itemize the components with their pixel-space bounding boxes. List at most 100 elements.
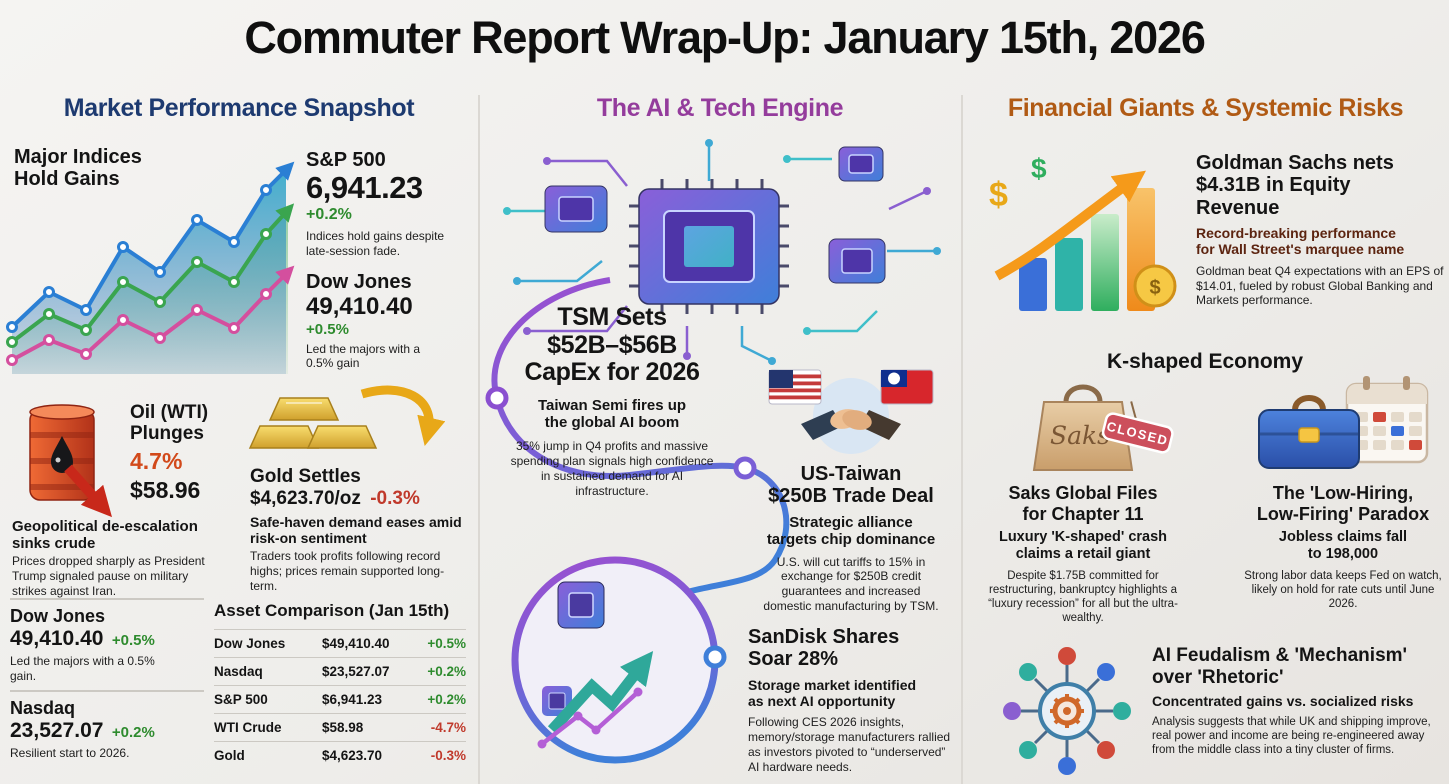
us-flag-icon [768, 369, 822, 405]
tsm-desc: 35% jump in Q4 profits and massive spend… [510, 439, 714, 498]
saks-story: Saks CLOSED Saks Global Files for Chapte… [976, 374, 1190, 626]
indices-line-chart-icon [6, 161, 295, 374]
dow-label: Dow Jones [306, 271, 412, 293]
feudalism-story: AI Feudalism & 'Mechanism' over 'Rhetori… [1152, 645, 1448, 757]
indices-chart-caption: Major Indices Hold Gains [14, 146, 142, 191]
feudalism-desc: Analysis suggests that while UK and ship… [1152, 715, 1431, 757]
dow2-label: Dow Jones [10, 606, 106, 626]
paradox-desc: Strong labor data keeps Fed on watch, li… [1244, 569, 1442, 611]
gold-title: Gold Settles [250, 466, 361, 487]
column-divider-right [961, 95, 963, 784]
goldman-title: Goldman Sachs nets $4.31B in Equity Reve… [1196, 152, 1394, 219]
asset-change: +0.2% [427, 692, 466, 707]
asset-value: $49,410.40 [322, 636, 390, 651]
market-heading: Market Performance Snapshot [63, 94, 415, 122]
oil-subtitle: Geopolitical de-escalation sinks crude [12, 518, 198, 553]
nasdaq-change: +0.2% [111, 724, 155, 741]
saks-subtitle: Luxury 'K-shaped' crash claims a retail … [998, 529, 1168, 562]
briefcase-calendar-icon [1258, 376, 1429, 469]
asset-row: Gold $4,623.70 -0.3% [214, 741, 466, 769]
goldman-subtitle: Record-breaking performance for Wall Str… [1196, 225, 1405, 258]
oil-desc: Prices dropped sharply as President Trum… [12, 554, 205, 598]
sandisk-subtitle: Storage market identified as next AI opp… [748, 676, 917, 710]
tsm-title: TSM Sets $52B–$56B CapEx for 2026 [524, 303, 700, 386]
asset-name: Gold [214, 748, 245, 763]
dow2-value: 49,410.40 [10, 627, 104, 650]
goldman-desc: Goldman beat Q4 expectations with an EPS… [1196, 263, 1444, 308]
tech-heading: The AI & Tech Engine [596, 94, 844, 122]
tsm-subtitle: Taiwan Semi fires up the global AI boom [537, 396, 687, 431]
gold-change: -0.3% [370, 488, 420, 509]
nasdaq-desc: Resilient start to 2026. [10, 746, 130, 760]
dow2-stat: Dow Jones 49,410.40 +0.5% Led the majors… [10, 606, 206, 684]
asset-comparison-table: Asset Comparison (Jan 15th) Dow Jones $4… [214, 599, 466, 769]
briefcase-icon [1258, 395, 1360, 469]
asset-value: $4,623.70 [322, 748, 383, 763]
oil-title: Oil (WTI) Plunges [130, 402, 209, 445]
dow-value: 49,410.40 [306, 293, 413, 320]
dollar-sign-glyph: $ [1149, 277, 1160, 299]
saks-desc: Despite $1.75B committed for restructuri… [988, 569, 1178, 625]
tsm-story: TSM Sets $52B–$56B CapEx for 2026 Taiwan… [498, 303, 726, 499]
asset-change: +0.5% [427, 636, 466, 651]
nasdaq-label: Nasdaq [10, 698, 76, 718]
paradox-story: The 'Low-Hiring, Low-Firing' Paradox Job… [1236, 374, 1449, 611]
paradox-title: The 'Low-Hiring, Low-Firing' Paradox [1256, 483, 1430, 524]
sp500-stat: S&P 500 6,941.23 +0.2% Indices hold gain… [306, 150, 471, 258]
dollar-sign-glyph: $ [989, 176, 1008, 214]
asset-row: S&P 500 $6,941.23 +0.2% [214, 685, 466, 713]
asset-name: Dow Jones [214, 636, 286, 651]
nasdaq-stat: Nasdaq 23,527.07 +0.2% Resilient start t… [10, 698, 206, 761]
asset-value: $23,527.07 [322, 664, 390, 679]
dow-desc: Led the majors with a 0.5% gain [306, 341, 421, 371]
asset-change: +0.2% [427, 664, 466, 679]
asset-table-title: Asset Comparison (Jan 15th) [214, 601, 450, 620]
finance-heading: Financial Giants & Systemic Risks [1007, 94, 1404, 122]
flow-node [703, 645, 727, 669]
circuit-board-icon [503, 139, 941, 365]
asset-row: WTI Crude $58.98 -4.7% [214, 713, 466, 741]
nasdaq-value-line: 23,527.07 +0.2% [10, 719, 206, 743]
dow-change: +0.5% [306, 320, 349, 338]
trade-story: US-Taiwan $250B Trade Deal Strategic all… [750, 362, 952, 614]
flow-node [485, 386, 509, 410]
feudalism-title: AI Feudalism & 'Mechanism' over 'Rhetori… [1152, 645, 1408, 688]
sp500-desc: Indices hold gains despite late-session … [306, 228, 445, 258]
oil-barrel-icon [29, 404, 113, 518]
sandisk-title: SanDisk Shares Soar 28% [748, 626, 900, 671]
goldman-bars-icon: $ $ $ [989, 153, 1177, 311]
saks-title: Saks Global Files for Chapter 11 [1008, 483, 1158, 524]
gold-value: $4,623.70/oz [250, 488, 361, 509]
gold-bars-icon [248, 385, 446, 449]
asset-value: $6,941.23 [322, 692, 383, 707]
sp500-label: S&P 500 [306, 149, 386, 171]
dow2-value-line: 49,410.40 +0.5% [10, 627, 206, 651]
saks-bag-label: Saks [1050, 421, 1110, 450]
trade-title: US-Taiwan $250B Trade Deal [768, 463, 934, 508]
sandisk-desc: Following CES 2026 insights, memory/stor… [748, 715, 951, 774]
dollar-sign-glyph: $ [1031, 153, 1047, 184]
asset-name: Nasdaq [214, 664, 263, 679]
gold-subtitle: Safe-haven demand eases amid risk-on sen… [250, 514, 462, 547]
column-divider-left [478, 95, 480, 784]
dow2-change: +0.5% [111, 632, 155, 649]
saks-bag-icon: Saks CLOSED [1032, 384, 1174, 471]
divider-line [10, 598, 204, 600]
feudalism-subtitle: Concentrated gains vs. socialized risks [1152, 693, 1414, 710]
divider-line [10, 690, 204, 692]
tech-flow-connector [485, 277, 790, 764]
page-title: Commuter Report Wrap-Up: January 15th, 2… [244, 12, 1206, 63]
asset-row: Nasdaq $23,527.07 +0.2% [214, 657, 466, 685]
taiwan-flag-icon [880, 369, 934, 405]
asset-name: S&P 500 [214, 692, 268, 707]
flow-node [733, 456, 757, 480]
paradox-subtitle: Jobless claims fall to 198,000 [1278, 529, 1408, 562]
sandisk-growth-icon [537, 581, 654, 749]
asset-row: Dow Jones $49,410.40 +0.5% [214, 629, 466, 657]
gold-value-line: $4,623.70/oz -0.3% [250, 488, 420, 510]
asset-change: -0.3% [430, 748, 466, 763]
trade-desc: U.S. will cut tariffs to 15% in exchange… [763, 554, 939, 614]
sp500-value: 6,941.23 [306, 170, 423, 205]
gold-desc: Traders took profits following record hi… [250, 549, 445, 593]
